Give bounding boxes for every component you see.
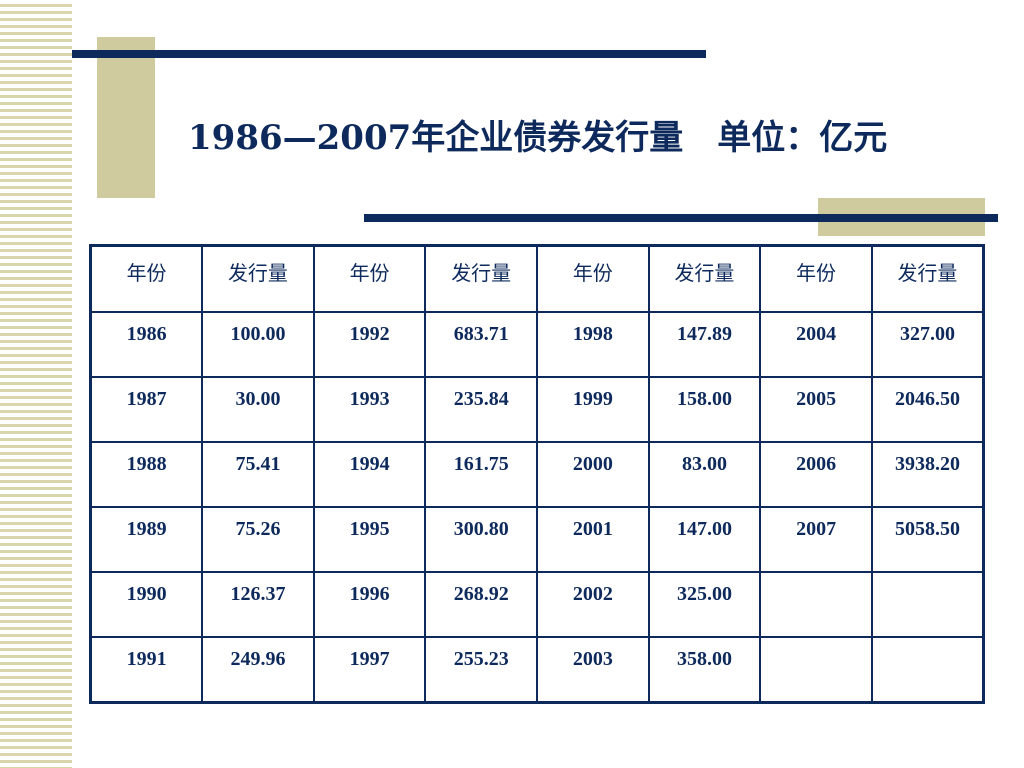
header-cell-year: 年份 [312,244,427,313]
year-cell: 1999 [536,375,650,443]
top-rule-line [72,50,706,58]
volume-cell: 161.75 [424,440,538,508]
header-cell-volume: 发行量 [424,244,538,313]
table-row: 1990 126.37 1996 268.92 2002 325.00 [89,571,985,639]
year-cell: 2006 [759,440,873,508]
volume-cell: 249.96 [201,636,315,704]
volume-cell: 300.80 [424,505,538,574]
table-body: 1986 100.00 1992 683.71 1998 147.89 2004 327.00… [89,310,985,704]
header-cell-volume: 发行量 [870,244,985,313]
volume-cell: 2046.50 [870,375,985,443]
volume-cell: 147.00 [647,505,762,574]
year-cell: 2007 [759,505,873,574]
slide-title: 1986—2007年企业债券发行量 单位：亿元 [188,118,888,158]
year-cell: 1989 [89,505,204,574]
volume-cell: 358.00 [647,636,762,704]
year-cell: 2004 [759,310,873,378]
volume-cell: 126.37 [201,571,315,639]
year-cell: 2001 [536,505,650,574]
top-accent-block [97,37,155,198]
volume-cell: 5058.50 [870,505,985,574]
year-cell: 2000 [536,440,650,508]
year-cell: 2005 [759,375,873,443]
year-cell: 1986 [89,310,204,378]
table-row: 1989 75.26 1995 300.80 2001 147.00 2007 5058.50 [89,505,985,574]
year-cell: 1998 [536,310,650,378]
volume-cell [870,571,985,639]
year-cell: 1992 [312,310,427,378]
volume-cell: 30.00 [201,375,315,443]
table-row: 1991 249.96 1997 255.23 2003 358.00 [89,636,985,704]
table-row: 1987 30.00 1993 235.84 1999 158.00 2005 2046.50 [89,375,985,443]
header-cell-year: 年份 [89,244,204,313]
volume-cell: 158.00 [647,375,762,443]
year-cell: 1996 [312,571,427,639]
bond-issuance-table: 年份 发行量 年份 发行量 年份 发行量 年份 发行量 1986 100.00 19… [89,244,985,704]
bottom-rule-line [364,214,998,222]
year-cell: 1997 [312,636,427,704]
year-cell: 2003 [536,636,650,704]
volume-cell: 75.41 [201,440,315,508]
year-cell: 1990 [89,571,204,639]
volume-cell: 100.00 [201,310,315,378]
year-cell [759,571,873,639]
year-cell: 1991 [89,636,204,704]
striped-side-decoration [0,0,72,768]
volume-cell: 683.71 [424,310,538,378]
volume-cell: 235.84 [424,375,538,443]
header-cell-volume: 发行量 [201,244,315,313]
year-cell: 1987 [89,375,204,443]
year-cell [759,636,873,704]
table-row: 1988 75.41 1994 161.75 2000 83.00 2006 3938.20 [89,440,985,508]
volume-cell: 83.00 [647,440,762,508]
table-row: 1986 100.00 1992 683.71 1998 147.89 2004 327.00 [89,310,985,378]
volume-cell: 3938.20 [870,440,985,508]
header-cell-year: 年份 [759,244,873,313]
volume-cell: 327.00 [870,310,985,378]
volume-cell: 75.26 [201,505,315,574]
volume-cell: 255.23 [424,636,538,704]
year-cell: 1994 [312,440,427,508]
table-header-row: 年份 发行量 年份 发行量 年份 发行量 年份 发行量 [89,244,985,313]
volume-cell: 268.92 [424,571,538,639]
year-cell: 1988 [89,440,204,508]
year-cell: 2002 [536,571,650,639]
header-cell-year: 年份 [536,244,650,313]
volume-cell [870,636,985,704]
year-cell: 1993 [312,375,427,443]
volume-cell: 325.00 [647,571,762,639]
year-cell: 1995 [312,505,427,574]
volume-cell: 147.89 [647,310,762,378]
header-cell-volume: 发行量 [647,244,762,313]
